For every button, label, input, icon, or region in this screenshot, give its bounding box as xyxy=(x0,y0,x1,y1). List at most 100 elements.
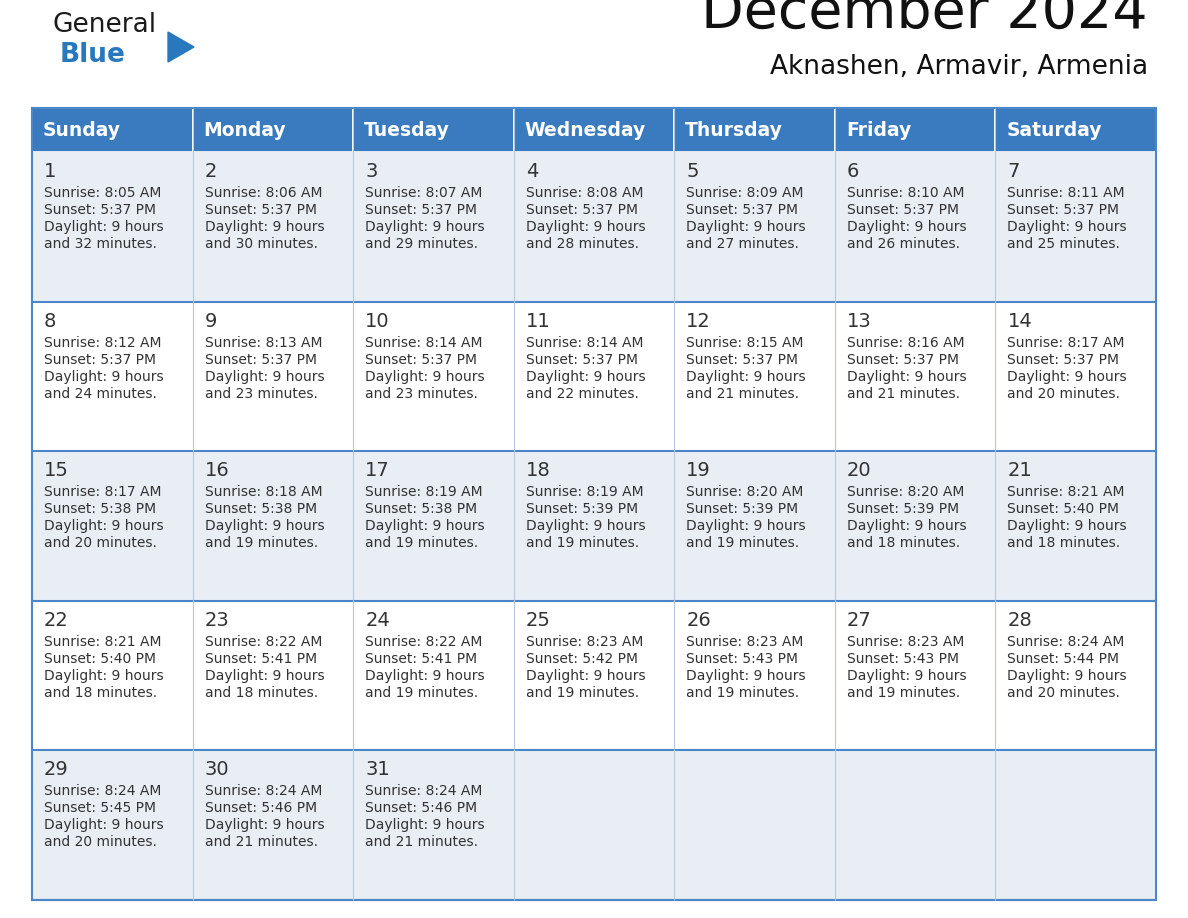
Text: 4: 4 xyxy=(526,162,538,181)
Bar xyxy=(835,302,996,452)
Text: Sunset: 5:44 PM: Sunset: 5:44 PM xyxy=(1007,652,1119,666)
Text: Sunrise: 8:18 AM: Sunrise: 8:18 AM xyxy=(204,486,322,499)
Text: Sunset: 5:46 PM: Sunset: 5:46 PM xyxy=(204,801,317,815)
Text: and 23 minutes.: and 23 minutes. xyxy=(204,386,317,400)
Bar xyxy=(32,750,192,900)
Text: and 19 minutes.: and 19 minutes. xyxy=(365,686,479,700)
Text: 24: 24 xyxy=(365,610,390,630)
Text: and 18 minutes.: and 18 minutes. xyxy=(847,536,960,550)
Text: 30: 30 xyxy=(204,760,229,779)
Bar xyxy=(353,750,513,900)
Text: Sunset: 5:37 PM: Sunset: 5:37 PM xyxy=(365,203,478,217)
Text: Sunset: 5:37 PM: Sunset: 5:37 PM xyxy=(687,353,798,366)
Bar xyxy=(513,452,675,600)
Text: and 19 minutes.: and 19 minutes. xyxy=(526,536,639,550)
Text: 1: 1 xyxy=(44,162,56,181)
Text: Sunrise: 8:14 AM: Sunrise: 8:14 AM xyxy=(365,336,482,350)
Text: Monday: Monday xyxy=(203,120,286,140)
Text: and 19 minutes.: and 19 minutes. xyxy=(687,686,800,700)
Text: Sunset: 5:37 PM: Sunset: 5:37 PM xyxy=(204,353,316,366)
Text: December 2024: December 2024 xyxy=(701,0,1148,40)
Text: and 21 minutes.: and 21 minutes. xyxy=(204,835,317,849)
Text: Sunrise: 8:24 AM: Sunrise: 8:24 AM xyxy=(1007,635,1125,649)
Bar xyxy=(996,152,1156,302)
Text: Sunset: 5:37 PM: Sunset: 5:37 PM xyxy=(526,353,638,366)
Text: Daylight: 9 hours: Daylight: 9 hours xyxy=(204,819,324,833)
Text: 17: 17 xyxy=(365,461,390,480)
Text: and 21 minutes.: and 21 minutes. xyxy=(365,835,478,849)
Text: Sunrise: 8:20 AM: Sunrise: 8:20 AM xyxy=(687,486,803,499)
Text: Daylight: 9 hours: Daylight: 9 hours xyxy=(1007,370,1127,384)
Text: Sunrise: 8:12 AM: Sunrise: 8:12 AM xyxy=(44,336,162,350)
Text: 21: 21 xyxy=(1007,461,1032,480)
Bar xyxy=(353,152,513,302)
Bar xyxy=(32,600,192,750)
Text: Sunrise: 8:19 AM: Sunrise: 8:19 AM xyxy=(526,486,644,499)
Text: 20: 20 xyxy=(847,461,872,480)
Text: and 20 minutes.: and 20 minutes. xyxy=(44,835,157,849)
Text: Sunset: 5:37 PM: Sunset: 5:37 PM xyxy=(365,353,478,366)
Text: Sunset: 5:37 PM: Sunset: 5:37 PM xyxy=(1007,203,1119,217)
Text: Sunset: 5:41 PM: Sunset: 5:41 PM xyxy=(365,652,478,666)
Bar xyxy=(353,108,513,152)
Bar xyxy=(192,152,353,302)
Text: Sunset: 5:39 PM: Sunset: 5:39 PM xyxy=(526,502,638,516)
Text: Sunrise: 8:22 AM: Sunrise: 8:22 AM xyxy=(365,635,482,649)
Bar xyxy=(996,600,1156,750)
Bar xyxy=(675,750,835,900)
Bar xyxy=(996,452,1156,600)
Text: Daylight: 9 hours: Daylight: 9 hours xyxy=(365,220,485,234)
Bar xyxy=(675,452,835,600)
Text: Daylight: 9 hours: Daylight: 9 hours xyxy=(1007,220,1127,234)
Text: Sunset: 5:37 PM: Sunset: 5:37 PM xyxy=(526,203,638,217)
Text: Sunrise: 8:11 AM: Sunrise: 8:11 AM xyxy=(1007,186,1125,200)
Text: Sunrise: 8:23 AM: Sunrise: 8:23 AM xyxy=(526,635,643,649)
Text: Daylight: 9 hours: Daylight: 9 hours xyxy=(526,669,645,683)
Text: Sunrise: 8:24 AM: Sunrise: 8:24 AM xyxy=(44,784,162,799)
Text: Sunrise: 8:08 AM: Sunrise: 8:08 AM xyxy=(526,186,643,200)
Text: 27: 27 xyxy=(847,610,872,630)
Text: 29: 29 xyxy=(44,760,69,779)
Text: Sunrise: 8:15 AM: Sunrise: 8:15 AM xyxy=(687,336,804,350)
Text: Daylight: 9 hours: Daylight: 9 hours xyxy=(44,669,164,683)
Text: Daylight: 9 hours: Daylight: 9 hours xyxy=(44,819,164,833)
Text: and 18 minutes.: and 18 minutes. xyxy=(44,686,157,700)
Bar xyxy=(353,452,513,600)
Bar xyxy=(996,302,1156,452)
Bar xyxy=(192,108,353,152)
Text: Sunrise: 8:20 AM: Sunrise: 8:20 AM xyxy=(847,486,965,499)
Text: 28: 28 xyxy=(1007,610,1032,630)
Bar xyxy=(835,452,996,600)
Text: Sunrise: 8:16 AM: Sunrise: 8:16 AM xyxy=(847,336,965,350)
Text: and 25 minutes.: and 25 minutes. xyxy=(1007,237,1120,251)
Bar xyxy=(513,750,675,900)
Text: Sunset: 5:38 PM: Sunset: 5:38 PM xyxy=(44,502,156,516)
Text: 16: 16 xyxy=(204,461,229,480)
Text: and 24 minutes.: and 24 minutes. xyxy=(44,386,157,400)
Bar xyxy=(675,108,835,152)
Text: Sunrise: 8:13 AM: Sunrise: 8:13 AM xyxy=(204,336,322,350)
Bar xyxy=(835,750,996,900)
Text: Daylight: 9 hours: Daylight: 9 hours xyxy=(204,370,324,384)
Text: Sunset: 5:39 PM: Sunset: 5:39 PM xyxy=(687,502,798,516)
Text: Daylight: 9 hours: Daylight: 9 hours xyxy=(847,220,967,234)
Bar xyxy=(192,750,353,900)
Text: Daylight: 9 hours: Daylight: 9 hours xyxy=(204,520,324,533)
Text: 6: 6 xyxy=(847,162,859,181)
Text: Sunset: 5:45 PM: Sunset: 5:45 PM xyxy=(44,801,156,815)
Text: Daylight: 9 hours: Daylight: 9 hours xyxy=(204,669,324,683)
Text: and 19 minutes.: and 19 minutes. xyxy=(204,536,317,550)
Text: and 23 minutes.: and 23 minutes. xyxy=(365,386,478,400)
Text: Sunrise: 8:19 AM: Sunrise: 8:19 AM xyxy=(365,486,482,499)
Bar xyxy=(513,302,675,452)
Text: and 19 minutes.: and 19 minutes. xyxy=(526,686,639,700)
Bar xyxy=(513,600,675,750)
Text: Sunrise: 8:06 AM: Sunrise: 8:06 AM xyxy=(204,186,322,200)
Text: 9: 9 xyxy=(204,311,217,330)
Text: and 22 minutes.: and 22 minutes. xyxy=(526,386,639,400)
Text: 10: 10 xyxy=(365,311,390,330)
Text: Blue: Blue xyxy=(61,42,126,68)
Bar xyxy=(675,152,835,302)
Text: and 19 minutes.: and 19 minutes. xyxy=(687,536,800,550)
Bar xyxy=(835,600,996,750)
